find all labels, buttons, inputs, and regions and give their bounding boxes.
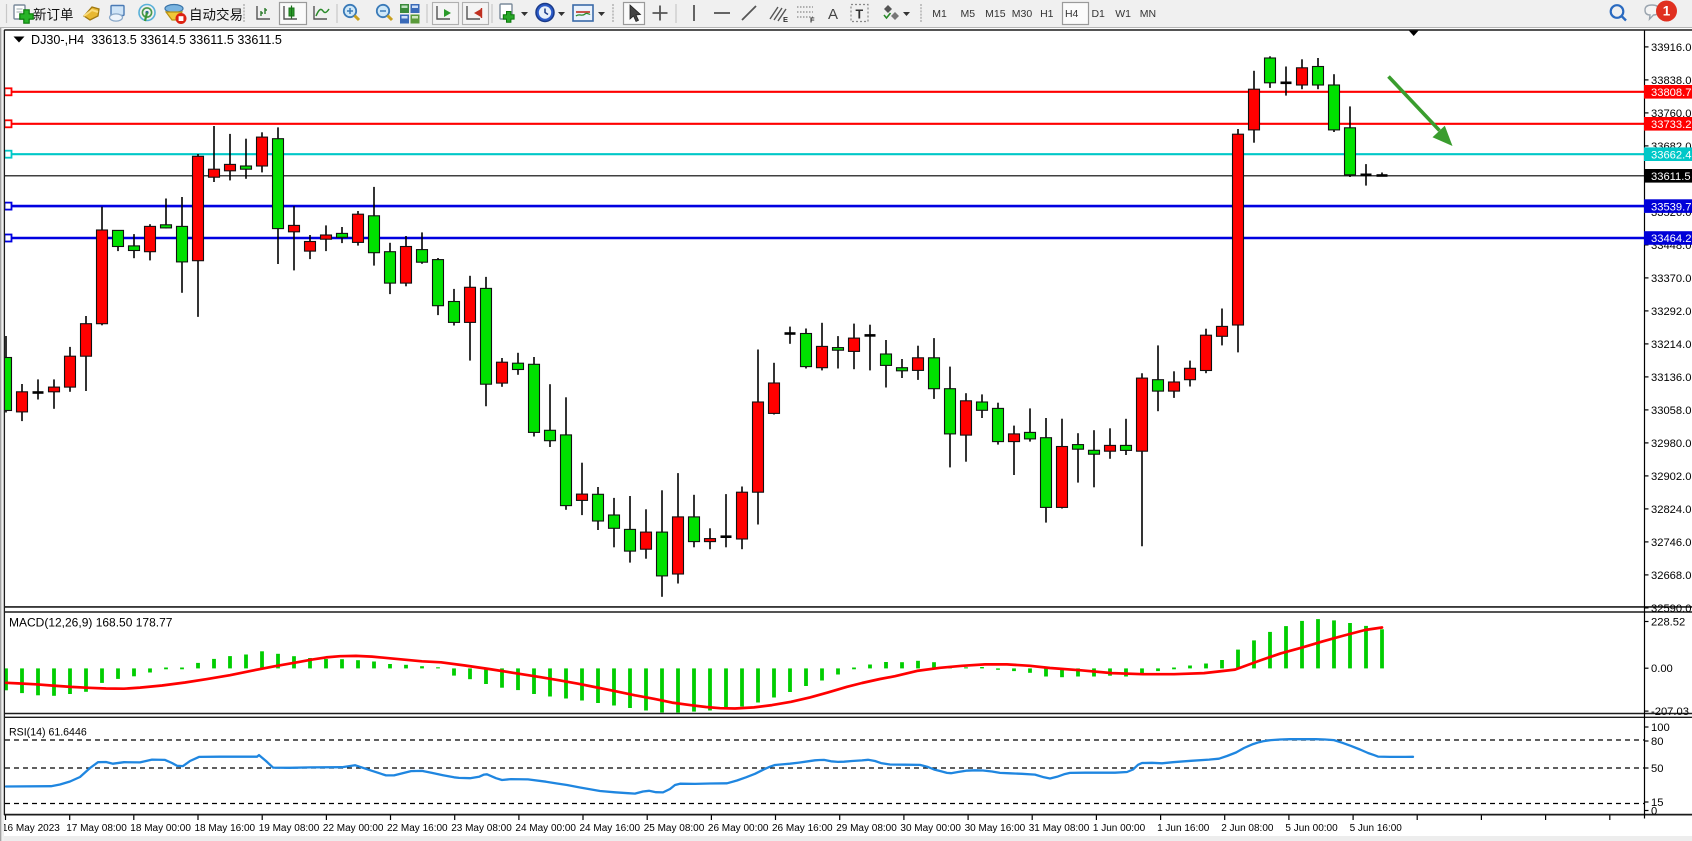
svg-text:32746.0: 32746.0 <box>1651 537 1691 549</box>
svg-text:18 May 00:00: 18 May 00:00 <box>130 823 191 834</box>
svg-text:H4: H4 <box>1065 8 1079 20</box>
svg-text:1 Jun 16:00: 1 Jun 16:00 <box>1157 823 1210 834</box>
svg-text:24 May 16:00: 24 May 16:00 <box>580 823 641 834</box>
svg-text:29 May 08:00: 29 May 08:00 <box>836 823 897 834</box>
svg-text:1 Jun 00:00: 1 Jun 00:00 <box>1093 823 1146 834</box>
svg-text:33292.0: 33292.0 <box>1651 306 1691 318</box>
svg-text:33214.0: 33214.0 <box>1651 339 1691 351</box>
svg-text:33838.0: 33838.0 <box>1651 75 1691 87</box>
svg-text:33464.2: 33464.2 <box>1651 233 1691 245</box>
svg-text:26 May 16:00: 26 May 16:00 <box>772 823 833 834</box>
svg-text:15: 15 <box>1651 797 1663 809</box>
svg-text:100: 100 <box>1651 722 1670 734</box>
svg-text:24 May 00:00: 24 May 00:00 <box>515 823 576 834</box>
svg-text:33611.5: 33611.5 <box>1651 171 1691 183</box>
svg-text:MACD(12,26,9) 168.50 178.77: MACD(12,26,9) 168.50 178.77 <box>9 616 173 630</box>
svg-text:32824.0: 32824.0 <box>1651 504 1691 516</box>
svg-text:T: T <box>856 8 864 22</box>
svg-text:33539.7: 33539.7 <box>1651 201 1691 213</box>
svg-text:30 May 16:00: 30 May 16:00 <box>965 823 1026 834</box>
svg-text:33733.2: 33733.2 <box>1651 119 1691 131</box>
svg-text:W1: W1 <box>1115 8 1131 20</box>
svg-text:16 May 2023: 16 May 2023 <box>2 823 60 834</box>
svg-text:0: 0 <box>1651 806 1657 818</box>
svg-text:33916.0: 33916.0 <box>1651 42 1691 54</box>
svg-text:228.52: 228.52 <box>1651 617 1685 629</box>
svg-text:M5: M5 <box>961 8 976 20</box>
svg-text:23 May 08:00: 23 May 08:00 <box>451 823 512 834</box>
svg-text:0.00: 0.00 <box>1651 663 1673 675</box>
svg-text:新订单: 新订单 <box>33 8 74 23</box>
svg-text:30 May 00:00: 30 May 00:00 <box>900 823 961 834</box>
svg-text:MN: MN <box>1140 8 1156 20</box>
svg-text:M30: M30 <box>1012 8 1033 20</box>
svg-text:31 May 08:00: 31 May 08:00 <box>1029 823 1090 834</box>
svg-text:F: F <box>810 16 815 25</box>
svg-text:22 May 16:00: 22 May 16:00 <box>387 823 448 834</box>
svg-text:17 May 08:00: 17 May 08:00 <box>66 823 127 834</box>
svg-text:-207.03: -207.03 <box>1651 706 1689 718</box>
svg-text:自动交易: 自动交易 <box>189 7 243 23</box>
svg-text:M1: M1 <box>932 8 947 20</box>
svg-text:E: E <box>783 15 788 24</box>
svg-text:DJ30-,H4 33613.5 33614.5 3361: DJ30-,H4 33613.5 33614.5 33611.5 33611.5 <box>31 33 282 47</box>
svg-text:33370.0: 33370.0 <box>1651 273 1691 285</box>
svg-text:32668.0: 32668.0 <box>1651 570 1691 582</box>
svg-text:33662.4: 33662.4 <box>1651 149 1691 161</box>
svg-text:33058.0: 33058.0 <box>1651 405 1691 417</box>
svg-text:33136.0: 33136.0 <box>1651 372 1691 384</box>
svg-text:50: 50 <box>1651 763 1663 775</box>
svg-text:32980.0: 32980.0 <box>1651 438 1691 450</box>
svg-text:M15: M15 <box>985 8 1006 20</box>
svg-text:22 May 00:00: 22 May 00:00 <box>323 823 384 834</box>
svg-text:5 Jun 16:00: 5 Jun 16:00 <box>1350 823 1403 834</box>
svg-text:80: 80 <box>1651 736 1663 748</box>
svg-text:32902.0: 32902.0 <box>1651 471 1691 483</box>
svg-text:1: 1 <box>1663 4 1671 19</box>
svg-text:RSI(14) 61.6446: RSI(14) 61.6446 <box>9 727 87 739</box>
svg-text:H1: H1 <box>1040 8 1054 20</box>
svg-text:33760.0: 33760.0 <box>1651 108 1691 120</box>
svg-text:19 May 08:00: 19 May 08:00 <box>259 823 320 834</box>
svg-text:A: A <box>828 6 838 23</box>
svg-text:32590.0: 32590.0 <box>1651 603 1691 615</box>
svg-text:2 Jun 08:00: 2 Jun 08:00 <box>1221 823 1274 834</box>
svg-text:18 May 16:00: 18 May 16:00 <box>195 823 256 834</box>
svg-text:26 May 00:00: 26 May 00:00 <box>708 823 769 834</box>
svg-text:D1: D1 <box>1091 8 1105 20</box>
svg-text:5 Jun 00:00: 5 Jun 00:00 <box>1285 823 1338 834</box>
svg-text:25 May 08:00: 25 May 08:00 <box>644 823 705 834</box>
svg-text:33808.7: 33808.7 <box>1651 87 1691 99</box>
